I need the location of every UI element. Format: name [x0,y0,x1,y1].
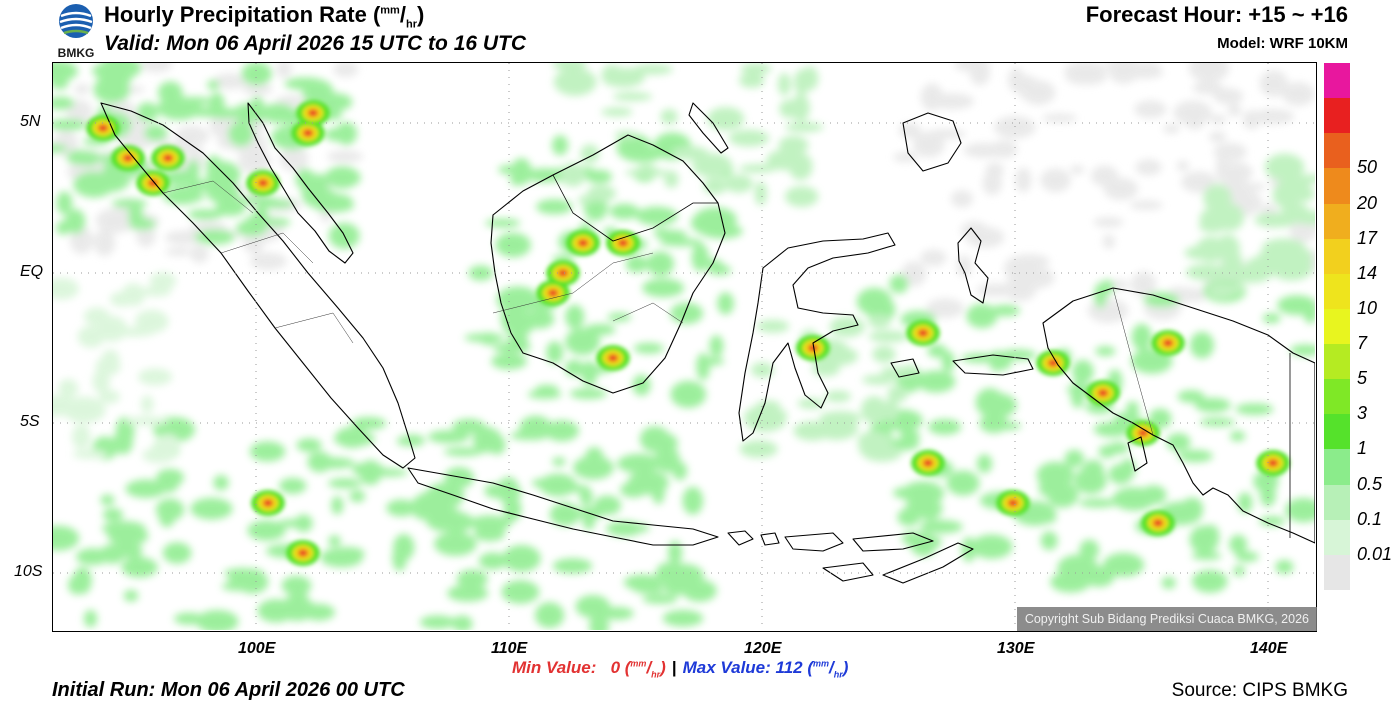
coast-sulawesi [738,232,896,442]
coastlines [100,102,1315,584]
coast-seram [952,354,1034,376]
min-unit-num: mm [630,658,647,669]
legend-label: 50 [1357,157,1378,178]
lon-label-110e: 110E [491,640,528,657]
map-canvas [53,63,1315,630]
copyright-notice: Copyright Sub Bidang Prediksi Cuaca BMKG… [1016,607,1317,631]
title-unit-num: mm [380,4,400,17]
logo-text: BMKG [58,46,95,60]
legend-label: 14 [1357,262,1378,283]
lon-label-130e: 130E [997,640,1035,657]
coast-mindanao [902,112,962,172]
legend-label: 10 [1357,297,1378,318]
legend-label: 20 [1357,192,1378,213]
legend-swatch [1324,449,1350,485]
lat-label-5n: 5N [20,113,41,130]
legend-swatch [1324,484,1350,520]
legend-label: 1 [1357,438,1368,459]
legend-swatch [1324,308,1350,344]
min-number: 0 [610,658,621,677]
lat-label-10s: 10S [14,563,43,580]
lon-label-120e: 120E [744,640,782,657]
legend-label: 5 [1357,368,1368,389]
precipitation-layer [53,63,1315,630]
max-value: Max Value: 112 (mm/hr) [682,658,849,680]
coast-aru [1127,436,1148,472]
page-title: Hourly Precipitation Rate (mm/hr) [104,2,424,30]
bmkg-logo: BMKG [52,2,100,60]
legend-label: 17 [1357,227,1378,248]
coast-palawan [688,102,729,154]
coast-flores [852,532,934,552]
legend-swatch [1324,379,1350,415]
min-label: Min Value: [512,658,597,677]
precipitation-map [52,62,1317,632]
legend-label: 3 [1357,403,1368,424]
min-max-values: Min Value: 0 (mm/hr) | Max Value: 112 (mm/… [512,658,848,679]
forecast-hour: Forecast Hour: +15 ~ +16 [1085,2,1348,27]
color-legend [1324,63,1350,590]
coast-bali [727,530,754,546]
legend-label: 0.1 [1357,508,1383,529]
initial-run: Initial Run: Mon 06 April 2026 00 UTC [52,679,405,701]
coast-halmahera [957,227,989,304]
legend-swatch [1324,519,1350,555]
lon-label-100e: 100E [238,640,276,657]
legend-swatch [1324,238,1350,274]
legend-swatch [1324,168,1350,204]
coast-sumbawa [784,532,844,552]
valid-time: Valid: Mon 06 April 2026 15 UTC to 16 UT… [104,32,527,55]
gridlines [53,63,1315,630]
border-borneo [552,174,718,242]
legend-swatch [1324,273,1350,309]
legend-swatch [1324,554,1350,590]
coast-malay-peninsula [247,102,354,264]
legend-swatch [1324,98,1350,134]
legend-swatch [1324,344,1350,380]
max-unit-num: mm [813,658,830,669]
legend-swatch [1324,133,1350,169]
legend-label: 7 [1357,333,1368,354]
legend-label: 0.5 [1357,473,1383,494]
legend-swatch [1324,414,1350,450]
model-name: Model: WRF 10KM [1217,35,1348,52]
legend-swatch [1324,203,1350,239]
borders [552,174,1291,538]
legend-swatch [1324,63,1350,99]
coast-buru [890,358,920,378]
max-unit-den: hr [833,669,843,680]
lon-label-140e: 140E [1250,640,1288,657]
max-label: Max Value: 112 [682,658,803,677]
lat-label-eq: EQ [20,263,44,280]
coast-sumatra [100,102,416,469]
title-unit-den: hr [405,18,417,31]
legend-label: 0.01 [1357,543,1393,564]
coast-sumba [822,562,874,582]
title-main: Hourly Precipitation Rate ( [104,2,381,27]
title-unit-sep: / [399,2,406,27]
title-close: ) [416,2,425,27]
coast-lombok [760,532,780,546]
minmax-separator: | [671,658,677,677]
coast-borneo [490,134,726,394]
lat-label-5s: 5S [20,413,40,430]
min-unit-den: hr [651,669,661,680]
min-value: Min Value: 0 (mm/hr) [512,658,666,680]
coast-java [407,467,719,546]
data-source: Source: CIPS BMKG [1171,680,1348,701]
coast-new-guinea [1042,287,1315,544]
coast-timor [882,542,974,584]
province-lines [162,180,1154,436]
